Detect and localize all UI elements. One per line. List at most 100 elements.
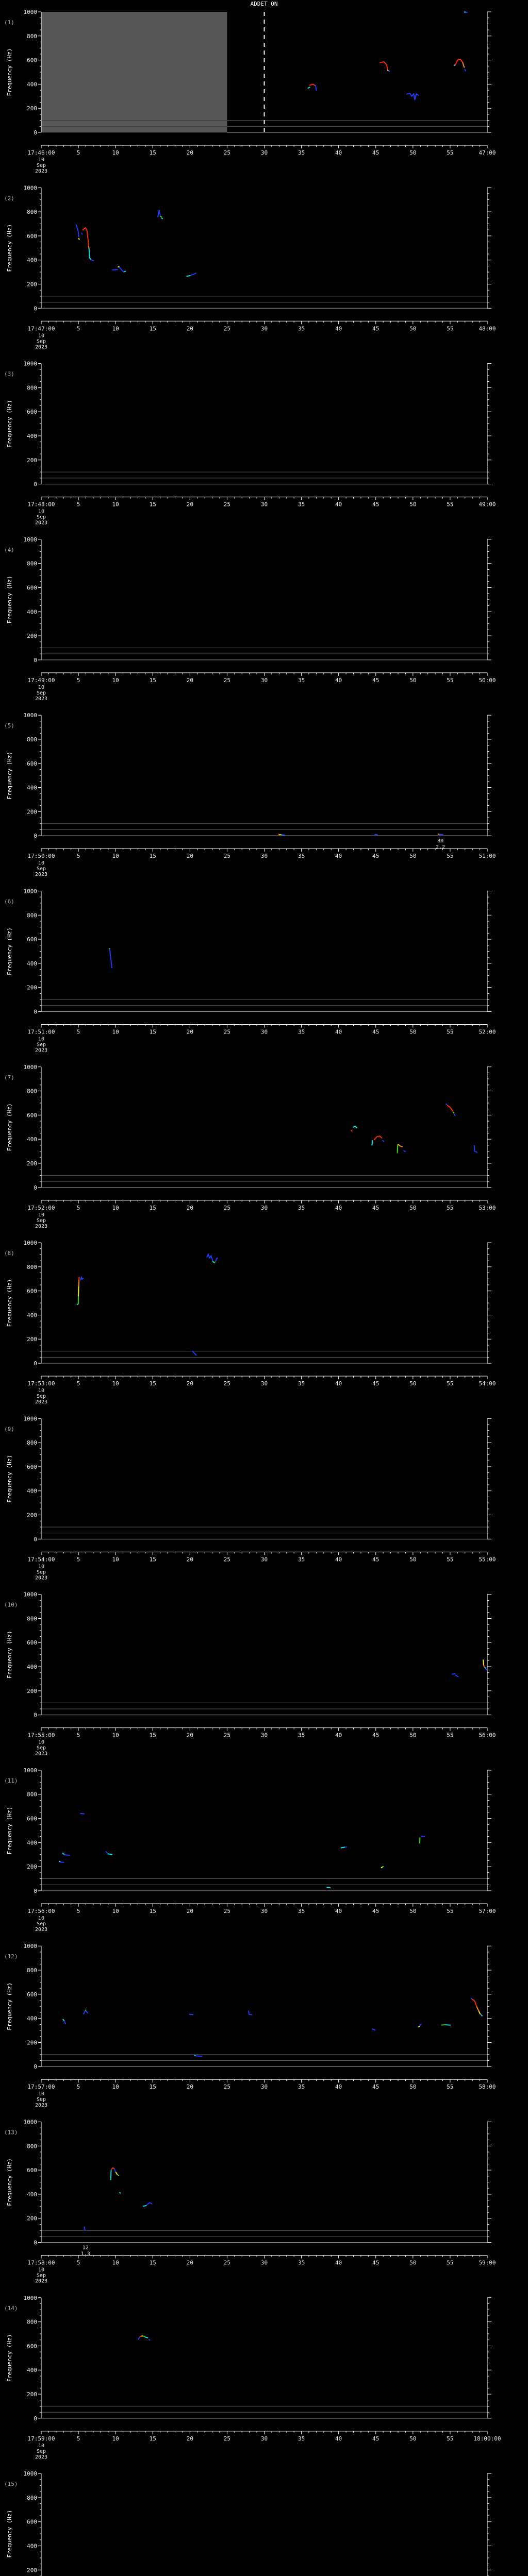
x-tick-label: 5	[77, 1908, 80, 1914]
date-line: 10	[38, 333, 44, 338]
x-tick-label: 25	[224, 149, 230, 156]
x-tick-label: 55	[447, 501, 453, 508]
y-tick-label: 400	[27, 960, 37, 967]
y-tick-label: 1000	[24, 361, 38, 367]
detection-trace	[118, 266, 125, 273]
y-tick-label: 200	[27, 808, 37, 815]
detection-trace	[113, 2168, 117, 2173]
x-end-time-label: 47:00	[478, 149, 496, 156]
x-tick-label: 35	[298, 677, 305, 684]
x-tick-label: 30	[261, 2260, 268, 2266]
x-tick-label: 5	[77, 2435, 80, 2442]
x-tick-label: 5	[77, 1380, 80, 1387]
panel-number-label: (11)	[4, 1777, 18, 1784]
detection-trace	[214, 1257, 219, 1262]
y-tick-label: 600	[27, 409, 37, 415]
y-tick-label: 400	[27, 2191, 37, 2198]
spectrogram-panel: 0200400600800100018:00:00510152025303540…	[4, 2470, 491, 2576]
x-tick-label: 35	[298, 1205, 305, 1211]
x-tick-label: 25	[224, 853, 230, 859]
x-tick-label: 55	[447, 325, 453, 332]
x-tick-label: 30	[261, 501, 268, 508]
spectrogram-panel: 0 200 400 600 800 1000 17:51:00 5 10 15 20 25 30 35 40…	[4, 888, 496, 1053]
date-line: 2023	[35, 2279, 47, 2284]
x-tick-label: 40	[335, 149, 342, 156]
date-line: 10	[38, 1740, 44, 1745]
y-tick-label: 0	[34, 1184, 37, 1191]
y-tick-label: 0	[34, 129, 37, 136]
x-tick-label: 15	[150, 1732, 156, 1739]
x-end-time-label: 55:00	[478, 1556, 496, 1563]
y-tick-label: 0	[34, 1008, 37, 1015]
x-end-time-label: 52:00	[478, 1028, 496, 1035]
x-tick-label: 35	[298, 325, 305, 332]
y-tick-label: 1000	[24, 712, 38, 719]
detection-trace	[471, 1998, 477, 2007]
x-tick-label: 20	[187, 1380, 193, 1387]
y-tick-label: 200	[27, 1688, 37, 1694]
detection-trace	[82, 227, 90, 248]
x-tick-label: 30	[261, 1556, 268, 1563]
y-tick-label: 200	[27, 633, 37, 639]
x-tick-label: 35	[298, 1908, 305, 1914]
date-line: 2023	[35, 1399, 47, 1405]
x-tick-label: 30	[261, 1205, 268, 1211]
x-tick-label: 20	[187, 1028, 193, 1035]
x-tick-label: 5	[77, 1732, 80, 1739]
y-tick-label: 0	[34, 2415, 37, 2422]
detection-trace	[476, 2006, 480, 2012]
detection-trace	[105, 1851, 108, 1854]
x-start-time-label: 17:48:00	[28, 501, 55, 508]
spectrogram-panel: 0 200 400 600 800 1000 17:47:00 5 10 15 20 25 30 35 40…	[4, 184, 496, 350]
x-tick-label: 10	[112, 2260, 119, 2266]
x-tick-label: 5	[77, 149, 80, 156]
detection-trace	[63, 2020, 67, 2024]
detection-trace	[309, 83, 316, 87]
x-tick-label: 55	[447, 1028, 453, 1035]
no-data-region	[41, 12, 227, 132]
detection-trace	[478, 2011, 481, 2015]
x-tick-label: 55	[447, 2260, 453, 2266]
spectrogram-panel: 0 200 400 600 800 1000 17:53:00 5 10 15 20 25 30 35 40…	[4, 1240, 496, 1405]
date-line: Sep	[37, 866, 46, 872]
y-axis-title: Frequency (Hz)	[6, 224, 13, 272]
detection-trace	[371, 1140, 373, 1146]
x-start-time-label: 17:49:00	[28, 677, 55, 684]
y-tick-label: 400	[27, 2367, 37, 2374]
x-tick-label: 35	[298, 501, 305, 508]
x-tick-label: 45	[372, 325, 379, 332]
x-end-time-label: 49:00	[478, 501, 496, 508]
detection-trace	[82, 2010, 86, 2015]
date-line: 10	[38, 2091, 44, 2097]
date-line: 2023	[35, 872, 47, 877]
detection-trace	[371, 2028, 376, 2031]
x-tick-label: 45	[372, 1205, 379, 1211]
x-tick-label: 5	[77, 501, 80, 508]
x-tick-label: 45	[372, 1028, 379, 1035]
detection-trace	[353, 1125, 358, 1129]
y-tick-label: 1000	[24, 1415, 38, 1422]
date-line: Sep	[37, 2449, 46, 2454]
detection-trace	[380, 61, 388, 71]
y-tick-label: 200	[27, 457, 37, 464]
detection-trace	[340, 1846, 345, 1849]
x-start-time-label: 17:57:00	[28, 2083, 55, 2090]
y-tick-label: 0	[34, 305, 37, 312]
x-tick-label: 35	[298, 1380, 305, 1387]
x-tick-label: 20	[187, 1205, 193, 1211]
detection-trace	[419, 2023, 422, 2026]
x-tick-label: 10	[112, 1732, 119, 1739]
panel-number-label: (15)	[4, 2481, 18, 2487]
y-tick-label: 1000	[24, 888, 38, 894]
y-tick-label: 800	[27, 33, 37, 40]
x-tick-label: 55	[447, 2083, 453, 2090]
x-tick-label: 10	[112, 2435, 119, 2442]
y-tick-label: 0	[34, 1360, 37, 1367]
y-tick-label: 0	[34, 2240, 37, 2246]
spectrogram-panel: 0 200 400 600 800 1000 17:58:00 5 10 15 20 25 30 35 40…	[4, 2119, 496, 2284]
x-tick-label: 30	[261, 149, 268, 156]
spectrogram-panel: 0 200 400 600 800 1000 17:57:00 5 10 15 20 25 30 35 40…	[4, 1943, 496, 2108]
x-tick-label: 55	[447, 1908, 453, 1914]
detection-trace	[455, 1674, 459, 1677]
date-line: Sep	[37, 1042, 46, 1047]
